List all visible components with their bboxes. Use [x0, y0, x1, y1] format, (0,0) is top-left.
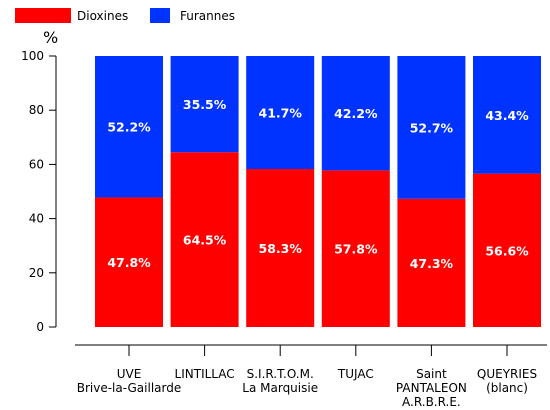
x-tick-label-line: QUEYRIES: [477, 367, 537, 381]
x-tick-label: LINTILLAC: [175, 367, 235, 381]
data-label-dioxines-1: 64.5%: [183, 233, 227, 248]
y-tick-label: 0: [36, 320, 44, 334]
y-tick-label: 60: [29, 157, 44, 171]
bar-dioxines-0: [95, 197, 163, 327]
legend-swatch-furannes: [150, 8, 170, 23]
x-tick-label-line: S.I.R.T.O.M.: [247, 367, 314, 381]
legend: Dioxines Furannes: [15, 8, 235, 23]
bar-furannes-3: [321, 56, 390, 171]
x-tick-label-line: UVE: [117, 367, 142, 381]
y-axis-unit: %: [43, 28, 58, 47]
bar-furannes-0: [95, 56, 163, 198]
bars: 47.8% 52.2% 64.5% 35.5% 58.3% 41.7% 57.8% 42.2%…: [95, 56, 541, 327]
data-label-dioxines-0: 47.8%: [107, 255, 151, 270]
data-label-dioxines-4: 47.3%: [410, 256, 454, 271]
data-label-furannes-4: 52.7%: [410, 120, 454, 135]
legend-label-furannes: Furannes: [180, 9, 235, 23]
y-tick-label: 20: [29, 266, 44, 280]
x-tick-label-line: TUJAC: [337, 367, 374, 381]
bar-dioxines-1: [170, 152, 239, 327]
x-tick-label: S.I.R.T.O.M. La Marquisie: [242, 367, 318, 395]
x-tick-label: QUEYRIES (blanc): [477, 367, 537, 395]
legend-swatch-dioxines: [15, 8, 71, 23]
x-tick-label-line: Brive-la-Gaillarde: [77, 381, 182, 395]
x-tick-label-line: A.R.B.R.E.: [402, 395, 461, 409]
bar-dioxines-3: [321, 170, 390, 327]
data-label-furannes-3: 42.2%: [334, 106, 378, 121]
x-tick-label: Saint PANTALEON A.R.B.R.E.: [396, 367, 467, 409]
x-tick-label-line: La Marquisie: [242, 381, 318, 395]
data-label-furannes-0: 52.2%: [107, 120, 151, 135]
x-tick-label-line: LINTILLAC: [175, 367, 235, 381]
y-tick-label: 80: [29, 103, 44, 117]
x-tick-label: UVE Brive-la-Gaillarde: [77, 367, 182, 395]
data-label-dioxines-2: 58.3%: [259, 241, 303, 256]
x-tick-label-line: (blanc): [486, 381, 528, 395]
data-label-furannes-1: 35.5%: [183, 97, 227, 112]
bar-dioxines-5: [473, 173, 541, 327]
x-tick-label-line: Saint: [416, 367, 447, 381]
y-tick-label: 40: [29, 212, 44, 226]
bar-dioxines-2: [246, 169, 315, 327]
bar-dioxines-4: [397, 198, 466, 327]
bar-furannes-1: [170, 56, 239, 153]
data-label-dioxines-3: 57.8%: [334, 242, 378, 257]
data-label-furannes-2: 41.7%: [259, 106, 303, 121]
y-tick-label: 100: [21, 49, 44, 63]
bar-furannes-5: [473, 56, 541, 174]
bar-furannes-4: [397, 56, 466, 199]
data-label-dioxines-5: 56.6%: [485, 243, 529, 258]
data-label-furannes-5: 43.4%: [485, 108, 529, 123]
legend-label-dioxines: Dioxines: [77, 9, 128, 23]
bar-furannes-2: [246, 56, 315, 170]
y-axis: 0 20 40 60 80 100: [21, 49, 57, 334]
x-tick-label: TUJAC: [337, 367, 374, 381]
x-tick-label-line: PANTALEON: [396, 381, 467, 395]
